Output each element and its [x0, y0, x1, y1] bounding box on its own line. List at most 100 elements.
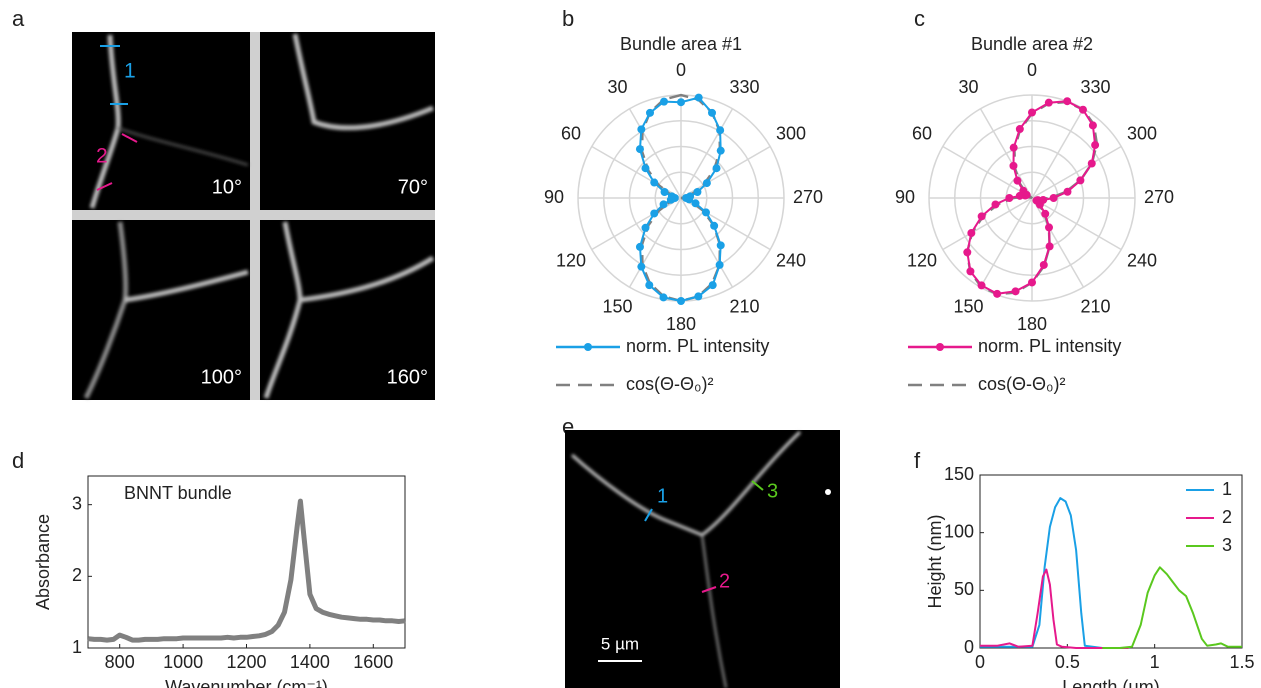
point [1028, 108, 1036, 117]
annotation: BNNT bundle [124, 483, 232, 503]
chart-title: Bundle area #1 [620, 34, 742, 54]
point [1091, 141, 1100, 150]
angle-label: 160° [387, 366, 428, 388]
theta-tick-label: 180 [1017, 314, 1047, 334]
legend-marker [936, 343, 944, 351]
grid-spoke [942, 197, 1033, 251]
point [963, 248, 972, 257]
point [977, 281, 986, 290]
point [677, 297, 685, 305]
theta-tick-label: 240 [1127, 250, 1157, 270]
angle-label: 10° [212, 176, 242, 198]
y-tick-label: 100 [944, 521, 974, 541]
point [1044, 98, 1053, 107]
point [660, 188, 669, 197]
point [1063, 187, 1072, 196]
point [637, 125, 646, 134]
marker-label: 1 [124, 60, 136, 83]
point [677, 98, 685, 107]
theta-tick-label: 30 [958, 77, 978, 97]
x-tick-label: 0.5 [1055, 652, 1080, 672]
image [72, 220, 250, 400]
point [635, 242, 644, 251]
chart-title: Bundle area #2 [971, 34, 1093, 54]
grid-spoke [979, 108, 1033, 199]
legend-label: norm. PL intensity [626, 336, 769, 356]
y-tick-label: 2 [72, 565, 82, 585]
point [694, 292, 703, 301]
image [260, 32, 435, 210]
point [1045, 242, 1054, 251]
marker-label: 2 [96, 145, 108, 168]
point [702, 179, 711, 188]
point [708, 281, 717, 290]
point [1088, 121, 1097, 130]
theta-tick-label: 240 [776, 250, 806, 270]
theta-tick-label: 90 [544, 187, 564, 207]
point [716, 126, 725, 135]
x-axis-label: Length (μm) [1062, 677, 1159, 688]
y-tick-label: 1 [72, 637, 82, 657]
point [645, 108, 654, 117]
grid-spoke [1031, 197, 1085, 288]
theta-tick-label: 0 [1027, 60, 1037, 80]
point [645, 281, 654, 290]
marker-line [751, 480, 764, 491]
plot-frame [979, 474, 1243, 649]
marker-line [701, 586, 717, 593]
theta-tick-label: 0 [676, 60, 686, 80]
theta-tick-label: 150 [953, 297, 983, 317]
point [1039, 195, 1048, 204]
point [1044, 223, 1053, 232]
point [977, 212, 986, 221]
point [1013, 176, 1022, 185]
fibers [83, 33, 435, 400]
marker-label: 2 [719, 570, 730, 592]
point [716, 241, 725, 250]
series-line [980, 497, 1120, 649]
y-tick-label: 0 [964, 637, 974, 657]
x-tick-label: 1600 [353, 652, 393, 672]
y-axis-label: Height (nm) [925, 514, 945, 608]
point [635, 145, 644, 154]
scale-bar-label: 5 µm [601, 634, 639, 653]
theta-tick-label: 270 [1144, 187, 1174, 207]
grid-spoke [1031, 108, 1085, 199]
point [1015, 191, 1024, 200]
point [701, 208, 710, 217]
y-tick-label: 50 [954, 579, 974, 599]
point [1063, 97, 1072, 106]
series-line [980, 568, 1129, 649]
micrograph-e: 1 2 3 5 µm [565, 430, 840, 688]
fibers [571, 430, 802, 688]
marker-label: 1 [657, 485, 668, 507]
legend-label: 3 [1222, 535, 1232, 555]
theta-tick-label: 330 [729, 77, 759, 97]
grid-spoke [680, 197, 734, 288]
grid-spoke [680, 108, 734, 199]
y-tick-label: 3 [72, 493, 82, 513]
point [686, 192, 695, 201]
point [991, 200, 1000, 209]
grid-spoke [591, 197, 682, 251]
point [716, 146, 725, 155]
x-tick-label: 1200 [226, 652, 266, 672]
x-tick-label: 1 [1150, 652, 1160, 672]
point [1009, 161, 1018, 170]
theta-tick-label: 270 [793, 187, 823, 207]
x-tick-label: 1.5 [1229, 652, 1254, 672]
point [693, 188, 702, 197]
marker-line [644, 508, 653, 522]
point [1009, 143, 1018, 152]
grid-spoke [1031, 145, 1122, 199]
point [694, 93, 703, 102]
point [1078, 105, 1087, 114]
panel-label: b [562, 6, 574, 31]
theta-tick-label: 300 [1127, 123, 1157, 143]
theta-tick-label: 60 [561, 123, 581, 143]
theta-tick-label: 120 [907, 250, 937, 270]
point [1039, 260, 1048, 269]
point [993, 289, 1002, 298]
point [641, 223, 650, 232]
point [1015, 125, 1024, 134]
